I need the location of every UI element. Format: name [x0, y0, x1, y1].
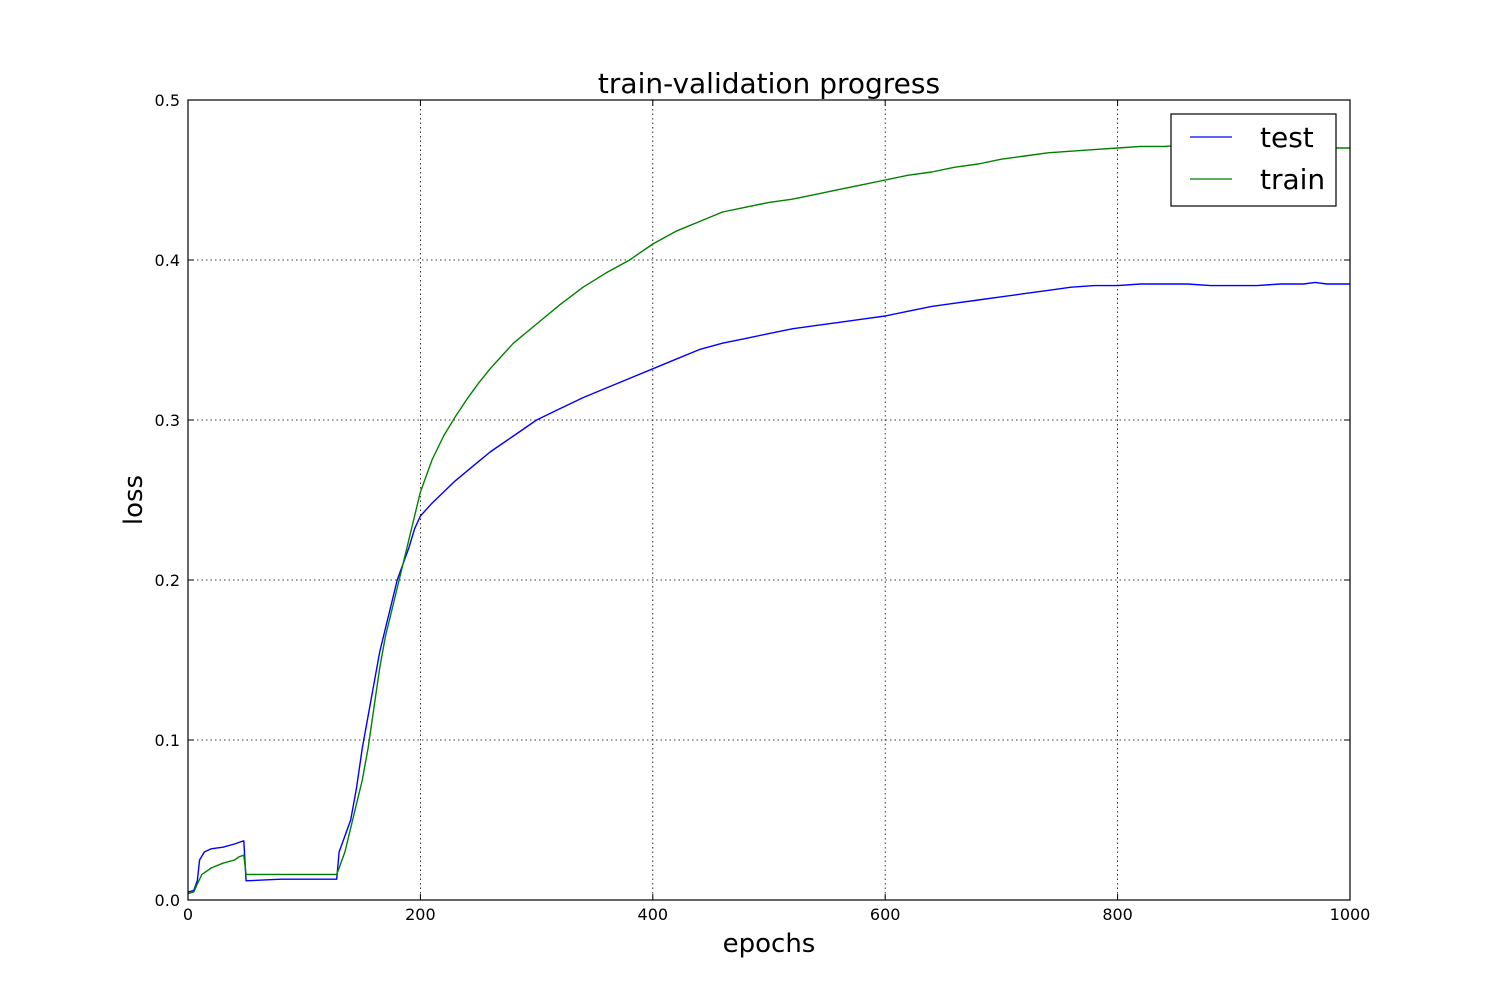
legend-box: [1170, 113, 1337, 207]
y-tick-label: 0.3: [155, 411, 180, 430]
y-tick-label: 0.5: [155, 91, 180, 110]
y-tick-label: 0.0: [155, 891, 180, 910]
axis-ticks: 0 200 400 600 800 1000 0.0 0.1 0.2 0.3 0.4 0.5: [155, 91, 1371, 924]
x-axis-label: epochs: [723, 929, 816, 959]
series-line-test: [187, 281, 1350, 893]
x-tick-label: 800: [1102, 905, 1133, 924]
y-tick-label: 0.4: [155, 251, 180, 270]
x-tick-label: 1000: [1330, 905, 1371, 924]
legend-label-test: test: [1260, 121, 1314, 154]
series-line-train: [187, 144, 1350, 895]
x-tick-label: 600: [870, 905, 901, 924]
y-axis-label: loss: [119, 475, 149, 525]
legend: test train: [1170, 113, 1337, 207]
plot-area-frame: [187, 99, 1351, 901]
y-tick-label: 0.1: [155, 731, 180, 750]
legend-label-train: train: [1260, 163, 1325, 196]
plot-series: [187, 144, 1350, 895]
x-tick-label: 200: [405, 905, 436, 924]
chart-title: train-validation progress: [598, 67, 940, 100]
y-tick-label: 0.2: [155, 571, 180, 590]
x-tick-label: 400: [638, 905, 669, 924]
x-tick-label: 0: [183, 905, 193, 924]
